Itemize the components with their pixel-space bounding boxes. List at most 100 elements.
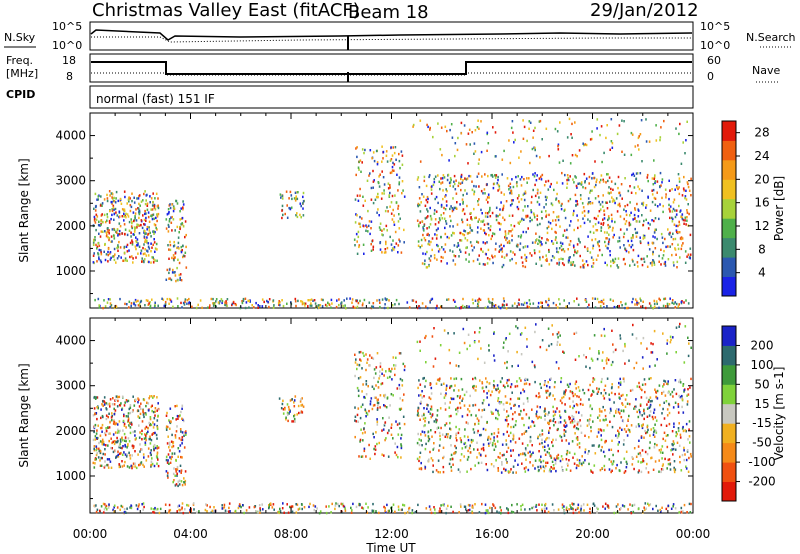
- scatter-cell: [379, 248, 382, 251]
- scatter-cell: [578, 411, 580, 414]
- scatter-cell: [541, 173, 544, 177]
- scatter-cell: [95, 448, 98, 452]
- scatter-cell: [687, 253, 690, 256]
- scatter-cell: [449, 427, 451, 430]
- scatter-cell: [684, 261, 687, 264]
- scatter-cell: [114, 409, 117, 412]
- scatter-cell: [178, 479, 181, 482]
- scatter-cell: [662, 437, 664, 441]
- scatter-cell: [618, 392, 620, 396]
- scatter-cell: [137, 244, 139, 247]
- scatter-cell: [569, 421, 572, 424]
- scatter-cell: [389, 235, 391, 239]
- scatter-cell: [382, 176, 385, 179]
- scatter-cell: [268, 505, 270, 509]
- scatter-cell: [525, 448, 527, 452]
- scatter-cell: [419, 383, 422, 386]
- scatter-cell: [403, 368, 406, 372]
- scatter-cell: [182, 225, 185, 228]
- scatter-cell: [688, 420, 691, 423]
- scatter-cell: [545, 461, 547, 464]
- scatter-cell: [604, 392, 607, 395]
- scatter-cell: [397, 456, 399, 459]
- scatter-cell: [616, 463, 618, 467]
- scatter-cell: [592, 389, 594, 393]
- scatter-cell: [149, 395, 151, 398]
- scatter-cell: [552, 464, 555, 467]
- scatter-cell: [297, 404, 300, 408]
- scatter-cell: [92, 461, 95, 465]
- scatter-cell: [165, 426, 168, 430]
- scatter-cell: [500, 191, 503, 194]
- scatter-cell: [365, 502, 367, 505]
- scatter-cell: [558, 261, 561, 264]
- scatter-cell: [451, 457, 454, 461]
- scatter-cell: [523, 382, 526, 386]
- scatter-cell: [401, 163, 404, 166]
- scatter-cell: [515, 175, 517, 179]
- scatter-cell: [592, 247, 594, 250]
- scatter-cell: [124, 453, 127, 456]
- scatter-cell: [399, 377, 402, 381]
- scatter-cell: [167, 244, 169, 247]
- scatter-cell: [547, 188, 550, 191]
- scatter-cell: [471, 218, 473, 221]
- scatter-cell: [487, 227, 490, 230]
- scatter-cell: [629, 201, 631, 204]
- scatter-cell: [503, 408, 505, 411]
- scatter-cell: [497, 397, 500, 400]
- scatter-cell: [365, 411, 368, 415]
- scatter-cell: [293, 415, 295, 418]
- scatter-cell: [215, 300, 217, 303]
- scatter-cell: [486, 196, 489, 199]
- scatter-cell: [395, 298, 398, 302]
- scatter-cell: [109, 460, 112, 463]
- scatter-cell: [547, 421, 549, 425]
- scatter-cell: [457, 468, 460, 471]
- scatter-cell: [150, 208, 152, 211]
- scatter-cell: [494, 131, 497, 134]
- scatter-cell: [167, 453, 170, 456]
- scatter-cell: [124, 214, 126, 217]
- scatter-cell: [454, 263, 457, 266]
- scatter-cell: [482, 229, 485, 232]
- scatter-cell: [169, 427, 171, 430]
- scatter-cell: [131, 221, 133, 225]
- scatter-cell: [187, 504, 190, 507]
- scatter-cell: [247, 299, 249, 302]
- scatter-cell: [625, 249, 628, 253]
- scatter-cell: [152, 200, 154, 204]
- scatter-cell: [146, 239, 148, 243]
- scatter-cell: [648, 302, 651, 305]
- scatter-cell: [411, 511, 413, 515]
- scatter-cell: [528, 127, 530, 130]
- scatter-cell: [638, 385, 641, 389]
- scatter-cell: [509, 161, 512, 165]
- scatter-cell: [468, 174, 470, 178]
- scatter-cell: [435, 210, 438, 213]
- scatter-cell: [574, 249, 576, 252]
- scatter-cell: [685, 465, 687, 468]
- scatter-cell: [484, 231, 486, 235]
- scatter-cell: [344, 304, 346, 307]
- scatter-cell: [678, 177, 681, 180]
- scatter-cell: [119, 438, 122, 441]
- scatter-cell: [474, 403, 477, 407]
- scatter-cell: [569, 240, 572, 243]
- scatter-cell: [378, 298, 381, 302]
- scatter-cell: [451, 209, 454, 213]
- scatter-cell: [486, 212, 489, 215]
- scatter-cell: [144, 212, 146, 216]
- scatter-cell: [516, 205, 519, 209]
- scatter-cell: [633, 503, 636, 507]
- scatter-cell: [171, 445, 173, 449]
- scatter-cell: [454, 255, 457, 258]
- scatter-cell: [485, 509, 488, 512]
- scatter-cell: [670, 507, 673, 510]
- scatter-cell: [115, 231, 118, 234]
- scatter-cell: [675, 392, 678, 396]
- scatter-cell: [631, 456, 633, 459]
- scatter-cell: [666, 302, 669, 306]
- scatter-cell: [113, 196, 115, 200]
- scatter-cell: [294, 297, 297, 301]
